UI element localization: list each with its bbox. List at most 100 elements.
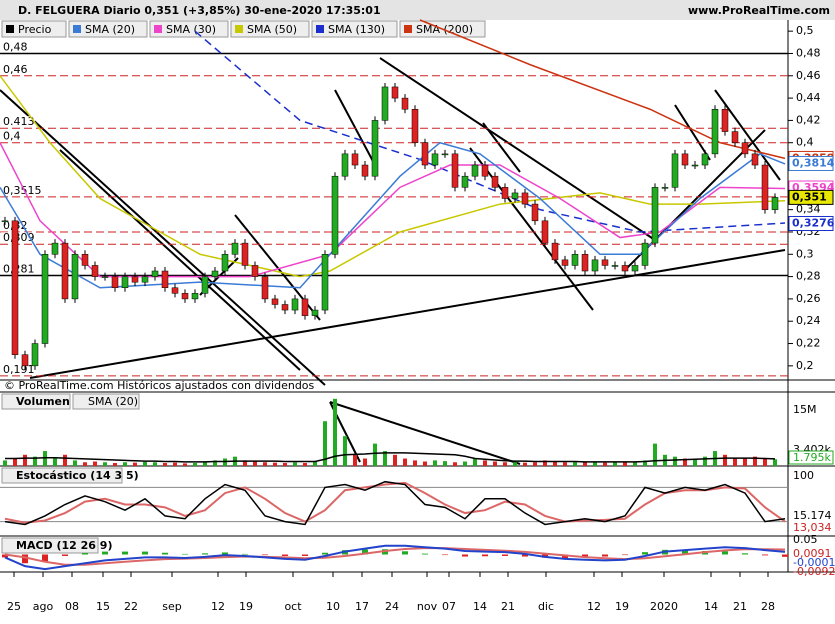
volume-bar [503,462,507,466]
candle [551,242,559,261]
sma-line [0,75,786,278]
legend-label: SMA (20) [85,23,135,36]
macd-bar [102,551,108,555]
y-tick-label: 0,48 [796,46,821,59]
macd-line [4,544,786,571]
panel-title-bg [1,467,123,484]
x-tick-label: oct [284,600,302,613]
volume-bar [433,460,437,466]
macd-bar [582,554,588,558]
panel-title: Estocástico (14 3 5) [16,469,139,482]
candle [181,293,189,300]
volume-bar [463,461,467,466]
level-label: 0,48 [3,40,28,53]
volume-bar [303,463,307,466]
volume-bar [383,451,387,466]
candle [461,175,469,188]
candle [301,298,309,316]
candle [161,270,169,288]
volume-bar [603,462,607,466]
volume-bar [363,458,367,466]
candle [331,175,339,255]
candle [121,276,129,288]
price-tag [788,189,834,205]
sma-line [419,19,786,160]
candle [101,276,109,278]
panel-title: SMA (20) [88,395,138,408]
macd-tag: -0,0092 [793,565,835,578]
price-tag-label: 0,3814 [792,156,835,169]
candle [581,254,589,272]
price-tag-label: 0,3276 [792,216,835,229]
candle [241,242,249,266]
macd-bar [162,552,168,555]
macd-bar [182,553,188,555]
candle [81,254,89,266]
candle [531,203,539,222]
level-label: 0.413 [3,115,35,128]
x-tick-label: 2020 [650,600,678,613]
macd-bar [782,554,788,557]
volume-bar [103,462,107,466]
legend-swatch [235,25,243,33]
y-tick-label: 0,5 [796,24,814,37]
y-tick-label: 0,26 [796,292,821,305]
candle [501,187,509,199]
volume-bar [513,462,517,466]
level-label: 0,4 [3,130,21,143]
volume-bar [523,462,527,466]
level-label: 0,309 [3,231,35,244]
volume-bar [703,456,707,466]
volume-bar [133,462,137,466]
macd-bar [362,549,368,555]
x-tick-label: 19 [615,600,629,613]
candle [91,265,99,277]
legend-swatch [73,25,81,33]
candle [391,86,399,99]
volume-bar [33,456,37,466]
x-tick-label: 14 [473,600,487,613]
x-tick-label: 15 [96,600,110,613]
legend-swatch [404,25,412,33]
x-tick-label: nov [417,600,438,613]
volume-bar [413,460,417,466]
candle [321,254,329,311]
candle [711,109,719,155]
source-note: © ProRealTime.com Históricos ajustados c… [4,379,315,392]
level-label: 0,3515 [3,184,42,197]
macd-bar [502,554,508,556]
x-tick-label: 12 [211,600,225,613]
y-tick-label: 0,44 [796,91,821,104]
candle [431,153,439,166]
macd-tag: 0,0091 [793,547,832,560]
candle [641,242,649,266]
y-tick-label: 0,42 [796,113,821,126]
volume-bar [633,461,637,466]
macd-bar [242,553,248,555]
candle [631,265,639,272]
panel-title-bg [72,393,140,410]
macd-bar [442,554,448,556]
volume-bar [643,460,647,466]
candle [761,164,769,210]
volume-sma [5,452,776,463]
volume-bar [593,461,597,466]
x-tick-label: 17 [355,600,369,613]
candle [1,220,9,223]
legend-swatch [6,25,14,33]
volume-bar [143,461,147,466]
level-label: 0,281 [3,262,35,275]
x-tick-label: sep [162,600,181,613]
candle [131,276,139,283]
volume-bar [483,460,487,466]
volume-bar [273,462,277,466]
macd-signal [4,547,786,566]
x-tick-label: 22 [124,600,138,613]
price-tag-label: 0,351 [792,190,827,203]
legend-label: SMA (130) [328,23,385,36]
candle [371,120,379,177]
macd-bar [302,554,308,556]
volume-bar [393,454,397,466]
legend-item [230,20,310,38]
